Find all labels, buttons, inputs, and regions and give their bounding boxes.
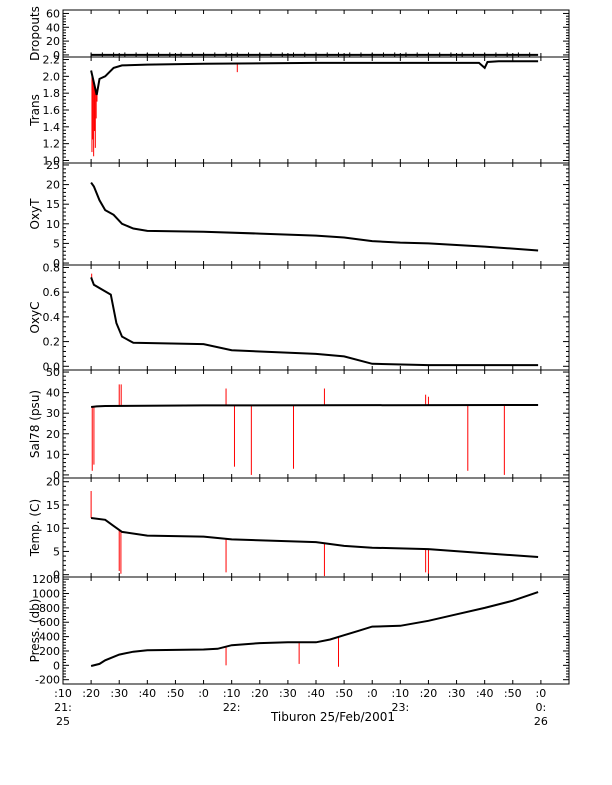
y-axis-label: Trans [28, 94, 42, 127]
x-tick-label: :10 [391, 687, 409, 700]
x-tick-label: :40 [476, 687, 494, 700]
y-tick-label: 25 [46, 159, 60, 172]
series-line [90, 404, 539, 408]
y-tick-label: 10 [46, 218, 60, 231]
y-tick-label: 1.4 [43, 121, 61, 134]
y-tick-label: 2.0 [43, 70, 61, 83]
y-tick-label: 15 [46, 198, 60, 211]
y-tick-label: 2.2 [43, 54, 61, 67]
y-tick-label: 40 [46, 21, 60, 34]
series-line [90, 182, 539, 252]
panel-sal78-psu-: 0 10 20 30 40 50 Sal78 (psu) [28, 366, 570, 482]
y-tick-label: 0.8 [43, 261, 61, 274]
y-tick-label: 0 [53, 469, 60, 482]
x-tick-label: :30 [279, 687, 297, 700]
y-tick-label: 10 [46, 522, 60, 535]
x-tick-label-day: 25 [56, 715, 70, 728]
x-tick-label: :0 [536, 687, 547, 700]
y-tick-label: 0 [53, 49, 60, 62]
y-tick-label: 1200 [32, 573, 60, 586]
y-tick-label: 0.4 [43, 311, 61, 324]
y-tick-label: 20 [46, 476, 60, 489]
x-tick-label: :0 [198, 687, 209, 700]
y-axis-label: OxyC [28, 301, 42, 333]
panel-stack: 0204060Dropouts1.01.21.41.61.82.02.2Tran… [28, 6, 570, 687]
x-tick-label-hour: 22: [223, 701, 241, 714]
x-tick-label: :40 [138, 687, 156, 700]
y-tick-label: 20 [46, 35, 60, 48]
y-axis-label: Press. (db) [28, 599, 42, 663]
x-tick-label: :10 [223, 687, 241, 700]
y-tick-label: 800 [39, 602, 60, 615]
y-tick-label: 40 [46, 387, 60, 400]
y-tick-label: 0.2 [43, 336, 61, 349]
x-tick-label: :20 [251, 687, 269, 700]
y-tick-label: 1.0 [43, 154, 61, 167]
x-tick-label: :50 [335, 687, 353, 700]
x-tick-label: :0 [367, 687, 378, 700]
panel-frame [62, 162, 570, 266]
y-axis-label: OxyT [28, 198, 42, 230]
panel-temp-c-: 0 5 10 15 20 Temp. (C) [28, 476, 570, 582]
y-tick-label: 1000 [32, 588, 60, 601]
x-tick-label: :50 [167, 687, 185, 700]
time-axis: :1021:25:20:30:40:50:0:1022::20:30:40:50… [54, 687, 548, 728]
y-tick-label: 50 [46, 366, 60, 379]
y-tick-label: -200 [35, 674, 60, 687]
y-tick-label: 30 [46, 407, 60, 420]
y-tick-label: 600 [39, 616, 60, 629]
series-line [90, 277, 539, 367]
x-tick-label-hour: 0: [536, 701, 547, 714]
y-tick-label: 1.6 [43, 104, 61, 117]
y-tick-label: 20 [46, 428, 60, 441]
y-tick-label: 400 [39, 631, 60, 644]
footer-label: Tiburon 25/Feb/2001 [270, 710, 395, 724]
y-tick-label: 10 [46, 448, 60, 461]
y-tick-label: 60 [46, 7, 60, 20]
panel-trans: 1.0 1.2 1.4 1.6 1.8 2.0 2.2 Trans [28, 54, 570, 167]
panel-frame [62, 9, 570, 58]
panel-frame [62, 576, 570, 685]
x-tick-label: :20 [420, 687, 438, 700]
y-tick-label: 1.8 [43, 87, 61, 100]
y-axis-label: Dropouts [28, 6, 42, 61]
panel-oxyc: 0.0 0.2 0.4 0.6 0.8 OxyC [28, 261, 570, 373]
y-tick-label: 200 [39, 645, 60, 658]
x-tick-label-hour: 23: [391, 701, 409, 714]
x-tick-label: :50 [504, 687, 522, 700]
panel-frame [62, 56, 570, 164]
y-tick-label: 15 [46, 499, 60, 512]
y-tick-label: 20 [46, 179, 60, 192]
x-tick-label: :40 [307, 687, 325, 700]
series-line [90, 517, 539, 558]
panel-frame [62, 369, 570, 479]
series-line [90, 591, 539, 667]
panel-frame [62, 477, 570, 578]
y-axis-label: Temp. (C) [28, 499, 42, 557]
y-tick-label: 5 [53, 237, 60, 250]
y-tick-label: 0 [53, 659, 60, 672]
y-axis-label: Sal78 (psu) [28, 390, 42, 458]
series-line [90, 60, 539, 96]
y-tick-label: 0.0 [43, 360, 61, 373]
y-tick-label: 1.2 [43, 138, 61, 151]
x-tick-label: :30 [110, 687, 128, 700]
y-tick-label: 0.6 [43, 286, 61, 299]
x-tick-label: :30 [448, 687, 466, 700]
x-tick-label: :20 [82, 687, 100, 700]
y-tick-label: 0 [53, 569, 60, 582]
y-tick-label: 0 [53, 257, 60, 270]
x-tick-label-hour: 21: [54, 701, 72, 714]
x-tick-label-day: 26 [534, 715, 548, 728]
x-tick-label: :10 [54, 687, 72, 700]
panel-oxyt: 0 5 10 15 20 25 OxyT [28, 159, 570, 270]
y-tick-label: 5 [53, 545, 60, 558]
